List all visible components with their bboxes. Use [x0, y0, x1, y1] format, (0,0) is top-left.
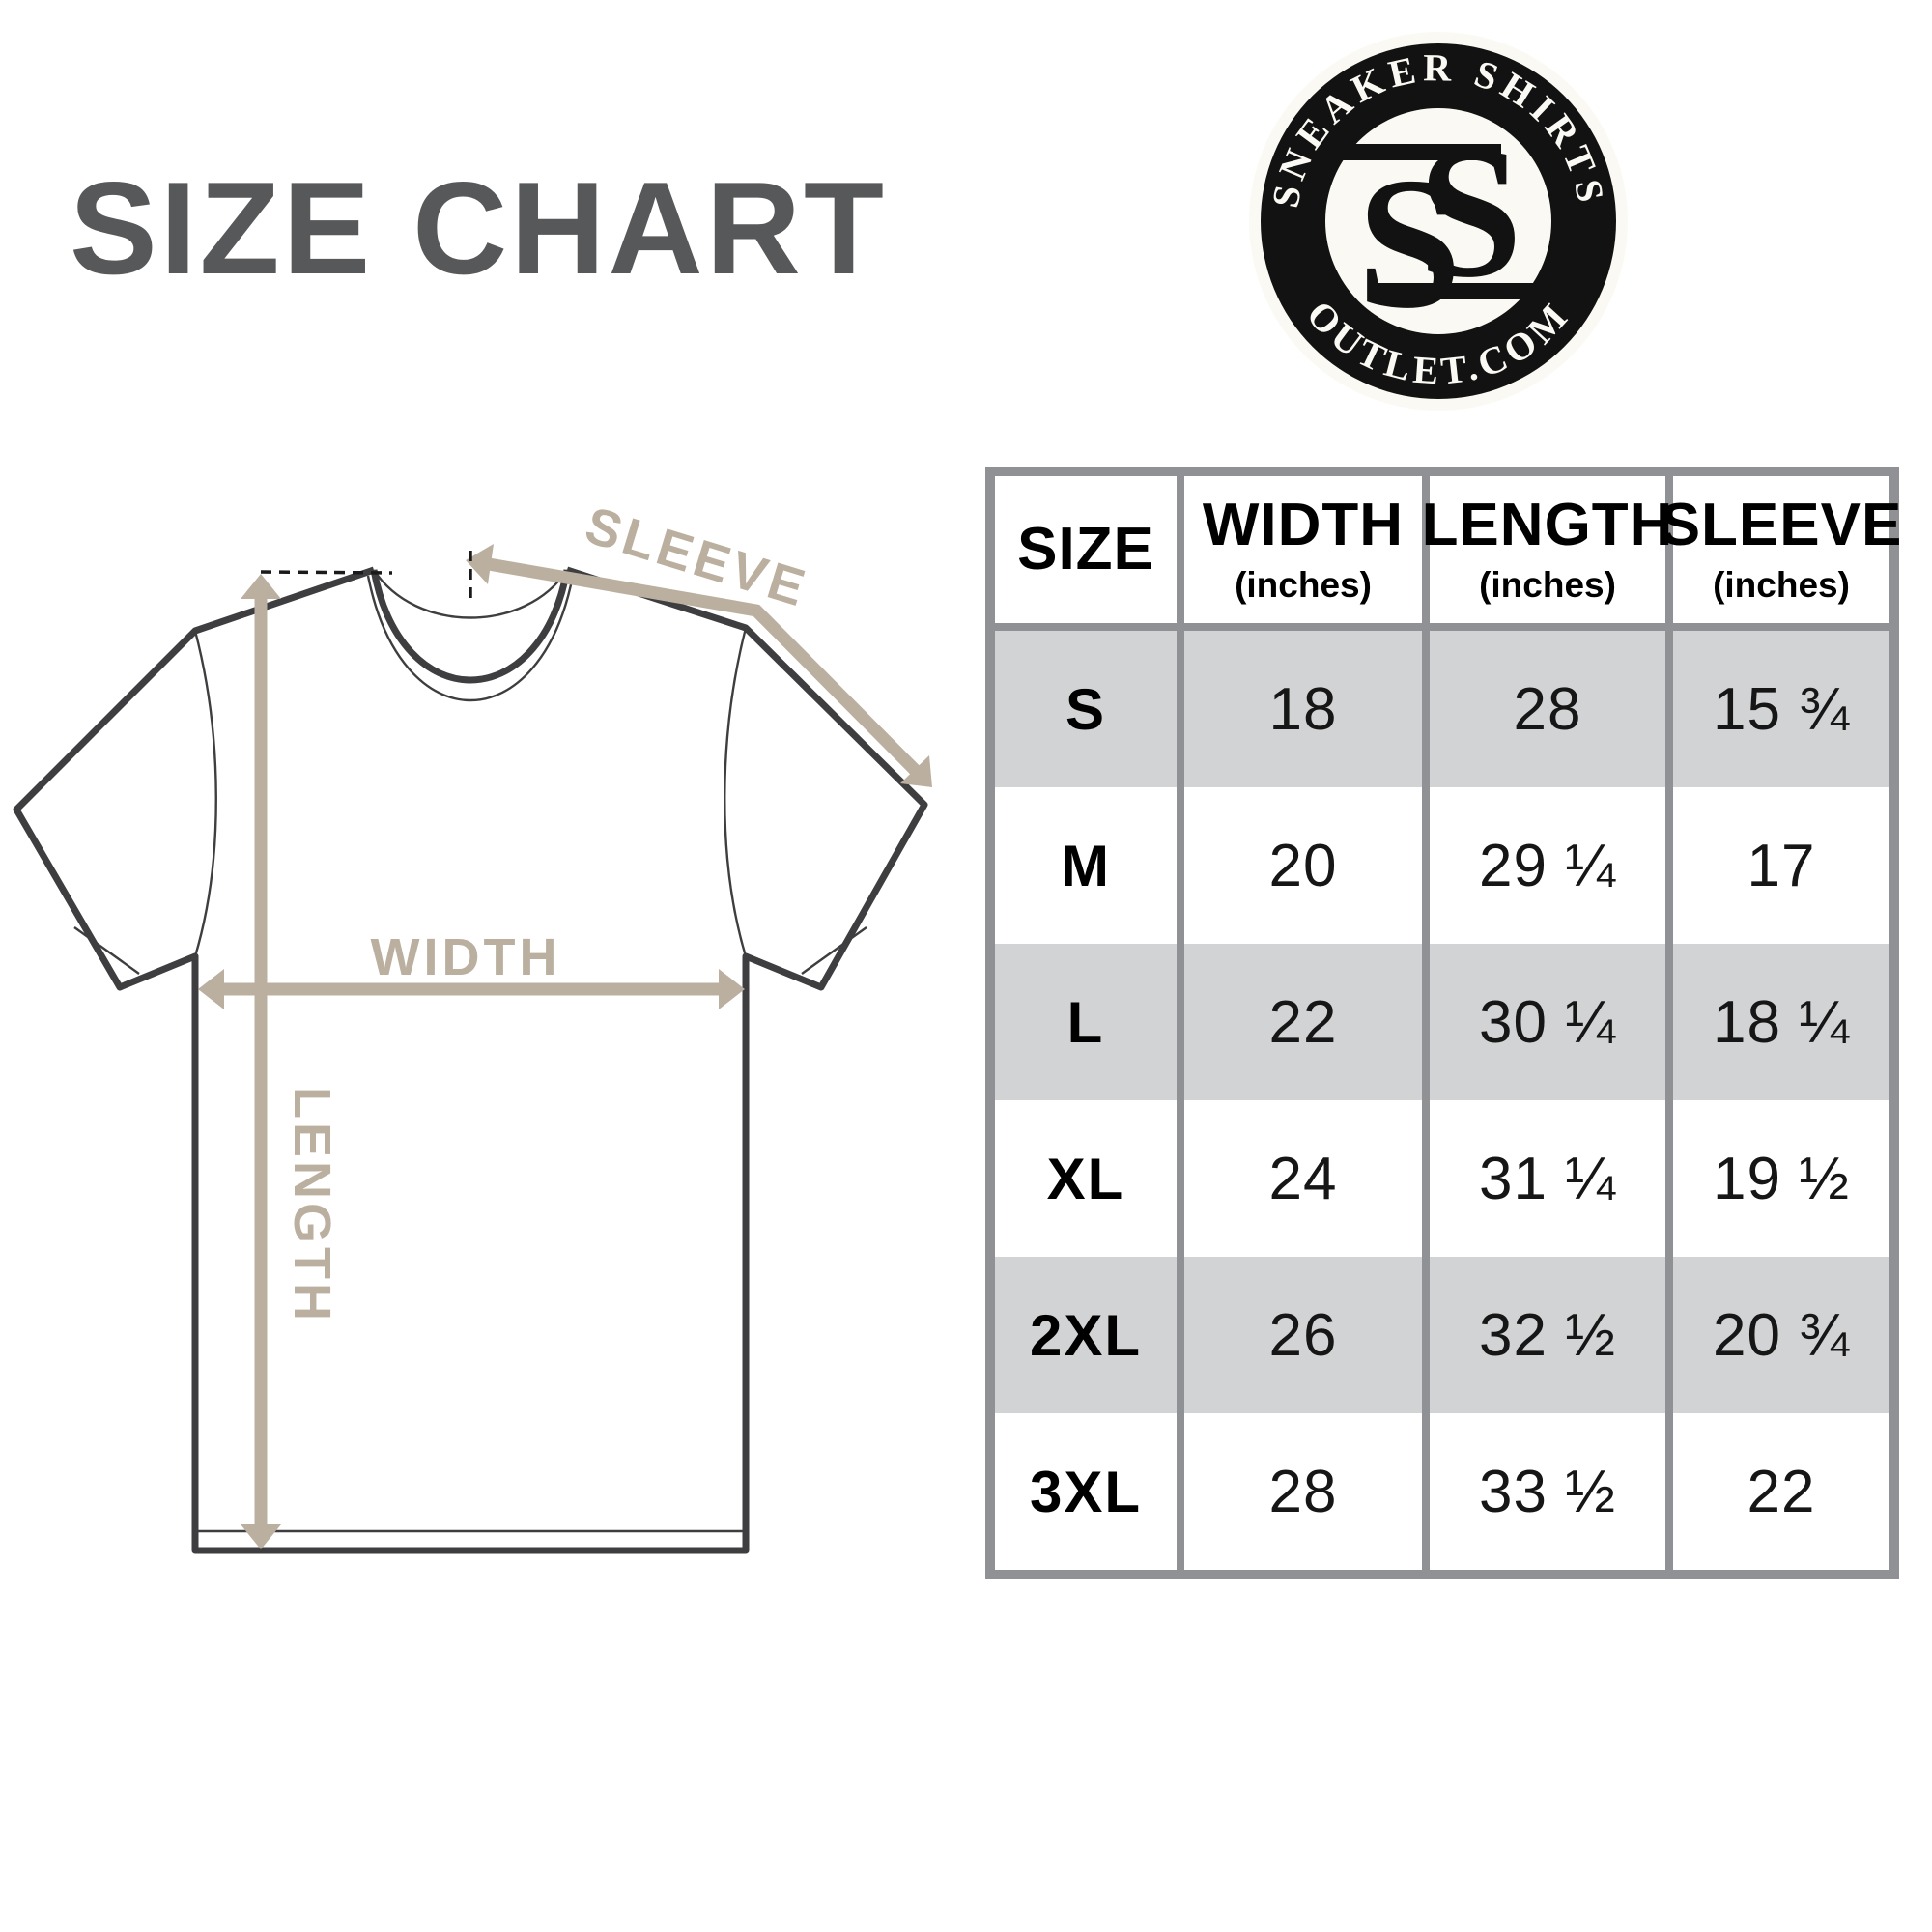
sleeve-value: 22 [1747, 1458, 1816, 1525]
table-cell-width-2xl: 26 [1184, 1257, 1422, 1413]
length-value: 28 [1513, 675, 1582, 743]
page-title: SIZE CHART [70, 155, 887, 301]
length-value: 31 ¼ [1479, 1145, 1616, 1212]
length-value: 33 ½ [1479, 1458, 1616, 1525]
table-cell-sleeve-l: 18 ¼ [1673, 944, 1889, 1100]
table-cell-length-l: 30 ¼ [1430, 944, 1665, 1100]
width-value: 18 [1268, 675, 1338, 743]
tshirt-collar-front [370, 569, 571, 684]
length-arrow-down-icon [241, 1524, 281, 1549]
table-cell-size-xl: XL [995, 1100, 1177, 1257]
table-cell-size-3xl: 3XL [995, 1413, 1177, 1570]
sleeve-value: 17 [1747, 832, 1816, 899]
logo-inner-circle [1325, 108, 1551, 334]
table-cell-length-3xl: 33 ½ [1430, 1413, 1665, 1570]
sleeve-arrow-bar [487, 557, 920, 775]
tshirt-collar-back [372, 569, 569, 619]
shoulder-dotted-guide [260, 570, 393, 575]
length-value: 32 ½ [1479, 1301, 1616, 1369]
length-label: LENGTH [283, 1087, 341, 1324]
width-value: 24 [1268, 1145, 1338, 1212]
table-cell-width-m: 20 [1184, 787, 1422, 944]
table-cell-width-xl: 24 [1184, 1100, 1422, 1257]
table-cell-width-s: 18 [1184, 631, 1422, 787]
size-value: L [1066, 989, 1105, 1055]
header-cell-sleeve: SLEEVE (inches) [1661, 476, 1901, 623]
tshirt-left-cuff-stitch [73, 926, 140, 975]
column-header-label: SLEEVE [1660, 492, 1903, 559]
sleeve-value: 20 ¾ [1713, 1301, 1850, 1369]
table-cell-size-l: L [995, 944, 1177, 1100]
column-header-label: LENGTH [1421, 492, 1674, 559]
table-cell-sleeve-m: 17 [1673, 787, 1889, 944]
logo-monogram-s1: S [1357, 139, 1462, 348]
tshirt-outline [13, 566, 928, 1554]
logo-ss-monogram-icon: S S [1342, 108, 1535, 348]
table-cell-length-s: 28 [1430, 631, 1665, 787]
table-cell-sleeve-xl: 19 ½ [1673, 1100, 1889, 1257]
table-cell-length-xl: 31 ¼ [1430, 1100, 1665, 1257]
header-separator [995, 623, 1889, 631]
width-value: 26 [1268, 1301, 1338, 1369]
tshirt-measure-diagram: WIDTH LENGTH SLEEVE [0, 496, 966, 1642]
length-arrow-up-icon [241, 574, 281, 599]
column-header-label: SIZE [1017, 516, 1154, 583]
brand-logo-badge: SNEAKER SHIRTS OUTLET.COM S S [1245, 28, 1632, 414]
dotted-guides [260, 551, 472, 605]
size-value: S [1065, 676, 1107, 742]
size-value: 3XL [1029, 1459, 1143, 1524]
table-cell-sleeve-s: 15 ¾ [1673, 631, 1889, 787]
sleeve-value: 15 ¾ [1713, 675, 1850, 743]
header-cell-length: LENGTH (inches) [1422, 476, 1672, 623]
table-cell-length-2xl: 32 ½ [1430, 1257, 1665, 1413]
table-cell-size-2xl: 2XL [995, 1257, 1177, 1413]
width-arrow-right-icon [719, 969, 745, 1009]
tshirt-right-armhole-seam [724, 627, 748, 957]
width-label: WIDTH [371, 928, 561, 986]
sleeve-value: 18 ¼ [1713, 988, 1850, 1056]
length-value: 30 ¼ [1479, 988, 1616, 1056]
table-cell-size-s: S [995, 631, 1177, 787]
column-header-sub: (inches) [1479, 564, 1616, 605]
tshirt-left-armhole-seam [193, 630, 217, 957]
logo-monogram-s2: S [1418, 108, 1522, 317]
table-cell-sleeve-3xl: 22 [1673, 1413, 1889, 1570]
size-table: SIZE WIDTH (inches) LENGTH (inches) SLEE… [985, 467, 1901, 1579]
tshirt-right-cuff-stitch [801, 926, 867, 975]
size-value: XL [1046, 1146, 1125, 1211]
table-cell-width-3xl: 28 [1184, 1413, 1422, 1570]
column-header-label: WIDTH [1202, 492, 1405, 559]
tshirt-diagram-svg: WIDTH LENGTH SLEEVE [13, 496, 932, 1554]
size-value: M [1061, 833, 1111, 898]
table-cell-length-m: 29 ¼ [1430, 787, 1665, 944]
sleeve-arrow-left-icon [466, 544, 494, 584]
sleeve-arrow-right-icon [900, 755, 932, 787]
width-arrow-left-icon [198, 969, 224, 1009]
tshirt-collar-band [366, 575, 575, 701]
header-cell-size: SIZE [995, 476, 1177, 623]
measurement-arrows: WIDTH LENGTH SLEEVE [198, 496, 932, 1549]
column-header-sub: (inches) [1713, 564, 1850, 605]
sleeve-value: 19 ½ [1713, 1145, 1850, 1212]
column-header-sub: (inches) [1235, 564, 1372, 605]
width-value: 22 [1268, 988, 1338, 1056]
table-cell-width-l: 22 [1184, 944, 1422, 1100]
tshirt-body-path [13, 566, 928, 1554]
length-value: 29 ¼ [1479, 832, 1616, 899]
width-value: 20 [1268, 832, 1338, 899]
table-cell-sleeve-2xl: 20 ¾ [1673, 1257, 1889, 1413]
brand-logo-svg: SNEAKER SHIRTS OUTLET.COM S S [1249, 32, 1628, 411]
table-cell-size-m: M [995, 787, 1177, 944]
header-cell-width: WIDTH (inches) [1184, 476, 1422, 623]
size-value: 2XL [1029, 1302, 1143, 1368]
width-value: 28 [1268, 1458, 1338, 1525]
